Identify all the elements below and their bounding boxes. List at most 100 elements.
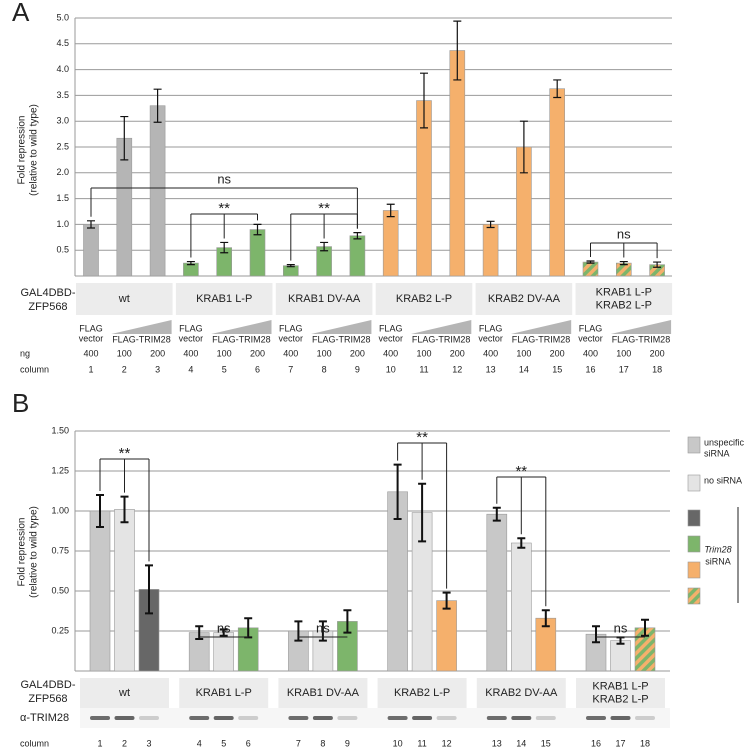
control-label: vector bbox=[378, 333, 403, 343]
amount: 100 bbox=[516, 348, 531, 358]
control-label: FLAG bbox=[479, 323, 503, 333]
column-number: 14 bbox=[519, 364, 529, 374]
error-bar bbox=[519, 120, 528, 174]
blot-band bbox=[288, 716, 309, 720]
blot-band bbox=[635, 716, 655, 720]
group-label: KRAB1 DV-AA bbox=[288, 293, 361, 305]
control-label: FLAG bbox=[179, 323, 203, 333]
group-box bbox=[278, 678, 368, 708]
amount: 200 bbox=[350, 348, 365, 358]
y-axis-label: (relative to wild type) bbox=[29, 104, 40, 196]
amount: 200 bbox=[450, 348, 465, 358]
group-box bbox=[377, 678, 467, 708]
error-bar bbox=[87, 220, 95, 229]
error-bar bbox=[186, 260, 195, 266]
legend-swatch bbox=[687, 509, 701, 527]
error-bar bbox=[453, 20, 462, 81]
blot-band bbox=[312, 716, 333, 720]
error-bar bbox=[343, 609, 352, 634]
error-bar bbox=[418, 482, 427, 543]
group-label: KRAB1 L-P bbox=[196, 293, 252, 305]
amount: 200 bbox=[150, 348, 165, 358]
y-tick-label: 4.5 bbox=[56, 38, 69, 48]
titration-wedge bbox=[211, 320, 272, 334]
blot-band bbox=[387, 716, 408, 720]
error-bar bbox=[653, 261, 662, 268]
control-label: vector bbox=[279, 333, 304, 343]
error-bar bbox=[145, 564, 153, 615]
control-label: FLAG bbox=[79, 323, 103, 333]
control-label: FLAG bbox=[279, 323, 303, 333]
y-tick-label: 4.0 bbox=[56, 64, 69, 74]
amount: 200 bbox=[250, 348, 265, 358]
y-tick-label: 3.5 bbox=[56, 90, 69, 100]
legend-label: siRNA bbox=[705, 556, 731, 566]
amount: 400 bbox=[583, 348, 598, 358]
group-box bbox=[76, 283, 173, 315]
error-bar bbox=[253, 223, 262, 236]
blot-band bbox=[436, 716, 457, 720]
bar bbox=[510, 542, 532, 672]
column-number: 11 bbox=[417, 738, 426, 748]
y-axis-label: Fold repression bbox=[17, 518, 28, 587]
error-bar bbox=[517, 537, 526, 549]
error-bar bbox=[120, 495, 129, 524]
group-label: KRAB1 L-P bbox=[596, 286, 652, 298]
significance-bracket bbox=[397, 442, 448, 589]
bar bbox=[382, 210, 399, 277]
significance-label: ns bbox=[217, 620, 231, 635]
blot-band bbox=[535, 716, 556, 720]
column-number: 2 bbox=[122, 364, 127, 374]
blot-band bbox=[486, 716, 507, 720]
group-box bbox=[575, 283, 673, 315]
row-label: GAL4DBD- bbox=[20, 679, 75, 691]
amount: 400 bbox=[283, 348, 298, 358]
significance-label: ns bbox=[217, 171, 231, 186]
legend-swatch bbox=[687, 561, 701, 579]
error-bar bbox=[553, 79, 562, 99]
column-number: 17 bbox=[615, 738, 625, 748]
error-bar bbox=[219, 628, 228, 637]
group-label: KRAB2 DV-AA bbox=[485, 687, 558, 699]
column-label: column bbox=[20, 364, 49, 374]
bar bbox=[486, 513, 508, 672]
control-label: vector bbox=[179, 333, 204, 343]
column-number: 18 bbox=[640, 738, 650, 748]
row-label: ZFP568 bbox=[28, 301, 67, 313]
blot-strip bbox=[80, 708, 670, 728]
group-label: wt bbox=[118, 687, 130, 699]
blot-band bbox=[610, 716, 631, 720]
error-bar bbox=[386, 203, 395, 218]
bar bbox=[149, 105, 166, 277]
blot-band bbox=[189, 716, 210, 720]
legend-label: siRNA bbox=[704, 448, 730, 458]
group-label: KRAB2 DV-AA bbox=[488, 293, 561, 305]
error-bar bbox=[541, 609, 550, 628]
amount: 100 bbox=[416, 348, 431, 358]
bar bbox=[249, 229, 266, 277]
titration-label: FLAG-TRIM28 bbox=[512, 334, 571, 344]
group-box bbox=[275, 283, 373, 315]
error-bar bbox=[320, 241, 329, 252]
column-number: 3 bbox=[155, 364, 160, 374]
bar bbox=[610, 640, 631, 672]
column-number: 3 bbox=[146, 738, 151, 748]
bar bbox=[89, 510, 111, 672]
blot-band bbox=[238, 716, 259, 720]
legend-swatch bbox=[687, 587, 701, 605]
titration-wedge bbox=[411, 320, 472, 334]
error-bar bbox=[492, 506, 501, 522]
blot-band bbox=[90, 716, 110, 720]
control-label: vector bbox=[478, 333, 503, 343]
group-label: KRAB2 L-P bbox=[394, 687, 450, 699]
bar bbox=[83, 224, 99, 277]
column-number: 6 bbox=[246, 738, 251, 748]
column-number: 4 bbox=[188, 364, 193, 374]
bar bbox=[436, 600, 457, 672]
error-bar bbox=[353, 232, 362, 240]
y-axis-label: Fold repression bbox=[17, 116, 28, 185]
control-label: FLAG bbox=[379, 323, 403, 333]
control-label: FLAG bbox=[579, 323, 603, 333]
legend-label: unspecific bbox=[704, 437, 745, 447]
group-box bbox=[179, 678, 269, 708]
